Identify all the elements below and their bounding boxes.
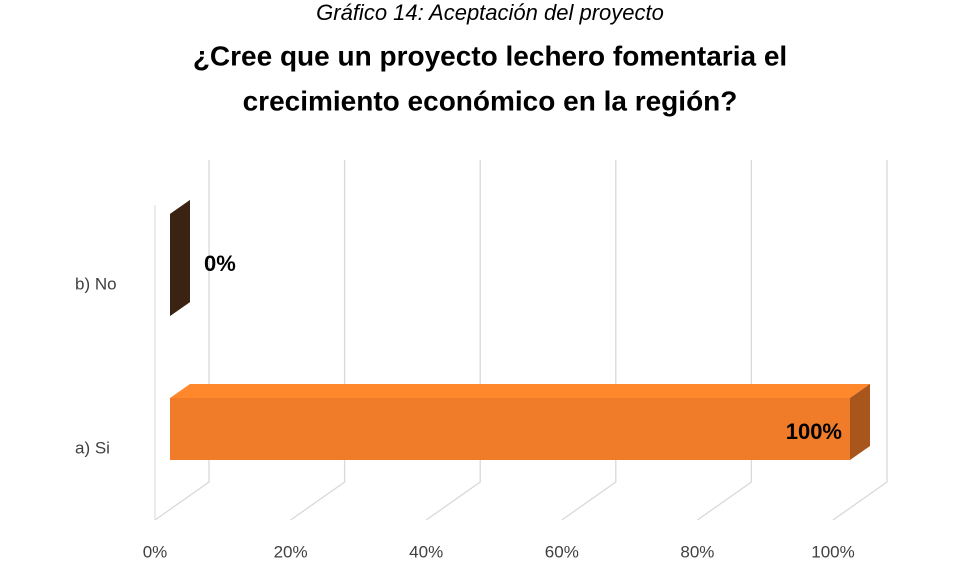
chart-title: ¿Cree que un proyecto lechero fomentaria… xyxy=(193,40,787,71)
grid-line xyxy=(154,160,210,521)
bar-top xyxy=(170,384,870,398)
grid-line xyxy=(290,160,346,521)
x-tick-label: 20% xyxy=(274,542,308,561)
x-tick-label: 80% xyxy=(680,542,714,561)
chart-title: crecimiento económico en la región? xyxy=(243,85,738,116)
grid-line xyxy=(425,160,481,521)
bar-slab xyxy=(170,200,190,316)
x-tick-label: 0% xyxy=(143,542,168,561)
category-label: a) Si xyxy=(75,438,110,457)
grid-line xyxy=(561,160,617,521)
x-tick-label: 40% xyxy=(409,542,443,561)
x-tick-label: 60% xyxy=(545,542,579,561)
grid-line xyxy=(832,160,888,521)
caption: Gráfico 14: Aceptación del proyecto xyxy=(316,0,664,25)
value-label: 0% xyxy=(204,251,236,276)
grid-line xyxy=(697,160,753,521)
bar xyxy=(170,398,850,460)
x-tick-label: 100% xyxy=(811,542,854,561)
bar-side xyxy=(850,384,870,460)
category-label: b) No xyxy=(75,274,117,293)
value-label: 100% xyxy=(786,419,842,444)
